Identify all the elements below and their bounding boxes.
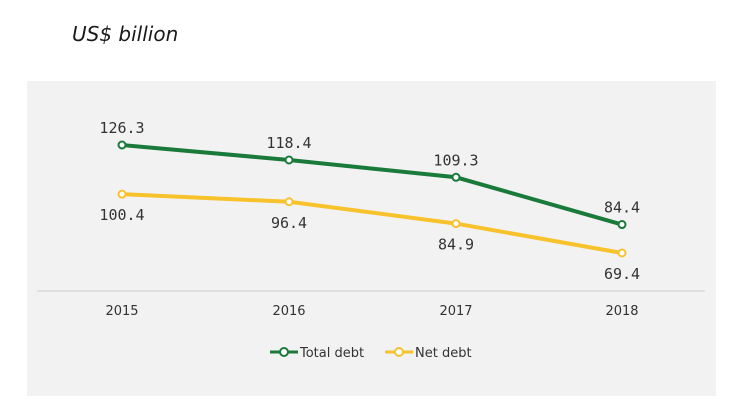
legend-label-total-debt: Total debt	[299, 346, 364, 361]
data-point-total-debt	[451, 172, 461, 182]
data-label-net-debt: 100.4	[99, 206, 144, 224]
data-label-net-debt: 96.4	[271, 214, 307, 232]
data-point-net-debt	[617, 248, 627, 258]
data-point-net-debt	[284, 197, 294, 207]
x-tick-label: 2016	[272, 304, 305, 319]
data-point-net-debt	[451, 219, 461, 229]
unit-title: US$ billion	[72, 22, 179, 46]
data-label-total-debt: 126.3	[99, 119, 144, 137]
x-tick-label: 2015	[105, 304, 138, 319]
data-label-total-debt: 118.4	[266, 134, 311, 152]
legend: Total debt Net debt	[270, 346, 472, 361]
legend-marker-net-debt	[394, 347, 404, 357]
data-label-net-debt: 84.9	[438, 236, 474, 254]
data-label-net-debt: 69.4	[604, 265, 640, 283]
data-label-total-debt: 109.3	[433, 151, 478, 169]
data-point-total-debt	[117, 140, 127, 150]
data-point-total-debt	[284, 155, 294, 165]
x-tick-label: 2017	[439, 304, 472, 319]
legend-marker-total-debt	[279, 347, 289, 357]
data-label-total-debt: 84.4	[604, 199, 640, 217]
chart-panel	[27, 81, 716, 396]
series-line-total-debt	[121, 143, 623, 227]
data-point-total-debt	[617, 220, 627, 230]
x-tick-label: 2018	[605, 304, 638, 319]
series-line-net-debt	[121, 192, 623, 255]
data-point-net-debt	[117, 189, 127, 199]
legend-label-net-debt: Net debt	[415, 346, 472, 361]
